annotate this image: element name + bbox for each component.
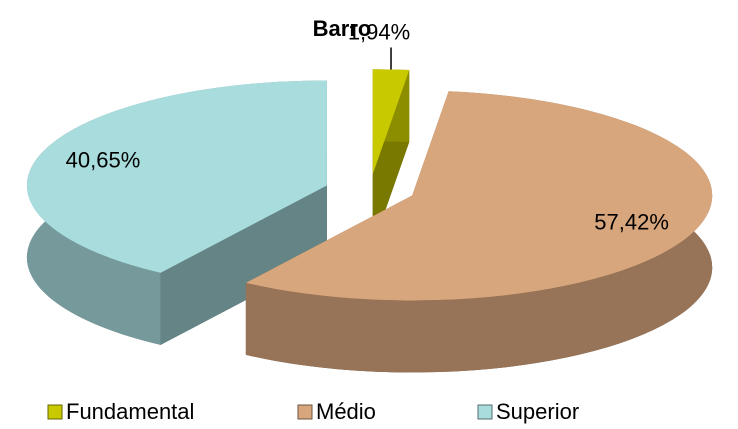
legend-label: Fundamental — [66, 399, 194, 424]
legend-label: Médio — [316, 399, 376, 424]
slice — [372, 69, 410, 175]
data-label: 40,65% — [66, 148, 141, 173]
chart-title: Barro — [313, 16, 372, 41]
slice — [245, 91, 713, 301]
data-label: 1,94% — [348, 19, 410, 44]
legend-label: Superior — [496, 399, 579, 424]
legend-swatch — [297, 404, 313, 420]
pie — [26, 69, 713, 373]
slice — [26, 80, 327, 273]
legend-swatch — [477, 404, 493, 420]
data-label: 57,42% — [594, 210, 669, 235]
slice-cut-face — [160, 185, 327, 345]
legend-swatch — [47, 404, 63, 420]
